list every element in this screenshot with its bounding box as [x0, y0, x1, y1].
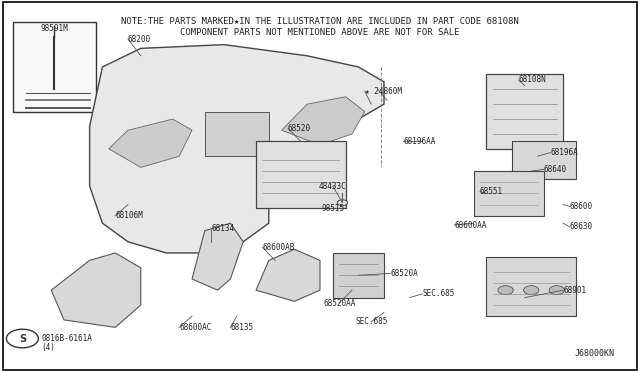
- Text: 68901: 68901: [563, 286, 586, 295]
- Text: SEC.685: SEC.685: [355, 317, 387, 326]
- Polygon shape: [90, 45, 384, 253]
- Text: 68640: 68640: [544, 165, 567, 174]
- Bar: [205, 112, 269, 156]
- Text: COMPONENT PARTS NOT MENTIONED ABOVE ARE NOT FOR SALE: COMPONENT PARTS NOT MENTIONED ABOVE ARE …: [180, 28, 460, 37]
- Text: 68135: 68135: [230, 323, 253, 332]
- Text: (4): (4): [42, 343, 56, 352]
- Bar: [512, 141, 576, 179]
- Circle shape: [337, 200, 348, 206]
- Bar: [486, 74, 563, 149]
- Circle shape: [498, 286, 513, 295]
- Text: 48433C: 48433C: [319, 182, 347, 190]
- Text: 68106M: 68106M: [115, 211, 143, 220]
- Text: 68600AA: 68600AA: [454, 221, 487, 230]
- Text: NOTE:THE PARTS MARKED★IN THE ILLUSTRATION ARE INCLUDED IN PART CODE 68108N: NOTE:THE PARTS MARKED★IN THE ILLUSTRATIO…: [121, 17, 519, 26]
- Text: 68600AB: 68600AB: [262, 243, 295, 252]
- Polygon shape: [282, 97, 365, 145]
- Text: 0816B-6161A: 0816B-6161A: [42, 334, 92, 343]
- Text: 68134: 68134: [211, 224, 234, 233]
- Polygon shape: [51, 253, 141, 327]
- Text: ★ 24860M: ★ 24860M: [365, 87, 402, 96]
- Text: 68551: 68551: [480, 187, 503, 196]
- Circle shape: [524, 286, 539, 295]
- Text: 68196AA: 68196AA: [403, 137, 436, 146]
- Text: S: S: [19, 334, 26, 343]
- Text: 68196A: 68196A: [550, 148, 578, 157]
- Text: SEC.685: SEC.685: [422, 289, 455, 298]
- Polygon shape: [192, 223, 243, 290]
- Text: 68600AC: 68600AC: [179, 323, 212, 332]
- Text: J68000KN: J68000KN: [575, 349, 614, 358]
- Text: 68520: 68520: [288, 124, 311, 133]
- Bar: [486, 257, 576, 316]
- Text: 68600: 68600: [570, 202, 593, 211]
- Text: 68108N: 68108N: [518, 76, 546, 84]
- Bar: [13, 22, 96, 112]
- Polygon shape: [109, 119, 192, 167]
- Polygon shape: [256, 249, 320, 301]
- Text: 68520A: 68520A: [390, 269, 418, 278]
- Bar: [256, 141, 346, 208]
- Bar: [474, 171, 544, 216]
- Text: 98591M: 98591M: [40, 25, 68, 33]
- Bar: [333, 253, 384, 298]
- Circle shape: [6, 329, 38, 348]
- Text: 68630: 68630: [570, 222, 593, 231]
- Text: 68520AA: 68520AA: [323, 299, 355, 308]
- Text: 68200: 68200: [128, 35, 151, 44]
- Text: 98515: 98515: [321, 204, 344, 213]
- Circle shape: [549, 286, 564, 295]
